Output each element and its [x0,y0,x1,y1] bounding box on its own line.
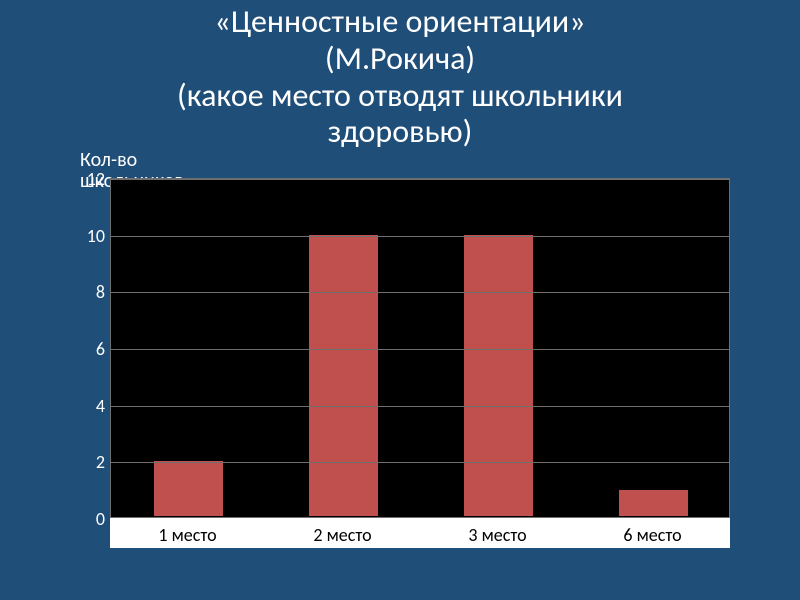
y-tick-label: 2 [73,451,105,473]
y-tick-label: 0 [73,508,105,530]
gridline [111,292,729,293]
gridline [111,236,729,237]
bars-layer [111,179,729,517]
bar-chart: 024681012 1 место 2 место 3 место 6 место [60,178,740,548]
slide: «Ценностные ориентации» (М.Рокича) (како… [0,0,800,600]
title-line-2: (М.Рокича) [325,39,475,78]
x-tick-label: 1 место [156,524,218,546]
slide-title: «Ценностные ориентации» (М.Рокича) (како… [0,0,800,161]
bar [308,234,379,517]
bar [618,489,689,517]
gridline [111,179,729,180]
y-tick-label: 4 [73,395,105,417]
y-tick-label: 12 [73,168,105,190]
title-line-3: (какое место отводят школьники [177,76,623,115]
gridline [111,462,729,463]
x-axis-strip: 1 место 2 место 3 место 6 место [110,518,730,548]
x-tick-label: 2 место [311,524,373,546]
y-tick-label: 10 [73,225,105,247]
title-line-4: здоровью) [328,112,473,151]
y-tick-label: 6 [73,338,105,360]
title-line-1: «Ценностные ориентации» [214,2,585,41]
x-tick-label: 3 место [466,524,528,546]
x-tick-label: 6 место [621,524,683,546]
gridline [111,406,729,407]
bar [463,234,534,517]
gridline [111,349,729,350]
y-tick-label: 8 [73,281,105,303]
plot-area: 024681012 [110,178,730,518]
bar [153,460,224,517]
